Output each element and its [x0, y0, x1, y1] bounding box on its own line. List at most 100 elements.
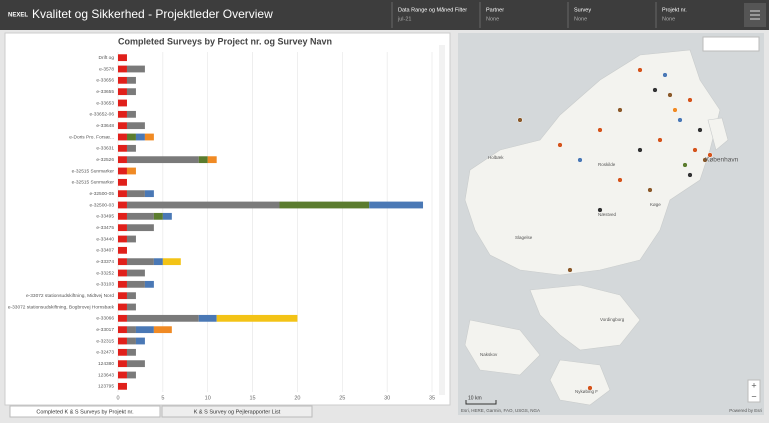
bar-segment[interactable]: [279, 202, 369, 209]
map-marker[interactable]: [638, 68, 643, 73]
bar-segment[interactable]: [127, 270, 145, 277]
bar-segment[interactable]: [127, 281, 145, 288]
map-marker[interactable]: [653, 88, 658, 93]
bar-segment[interactable]: [118, 77, 127, 84]
bar-segment[interactable]: [118, 326, 127, 333]
map-marker[interactable]: [688, 173, 693, 178]
map-marker[interactable]: [568, 268, 573, 273]
filter-value[interactable]: None: [662, 16, 675, 22]
bar-segment[interactable]: [118, 145, 127, 152]
map-marker[interactable]: [673, 108, 678, 113]
bar-segment[interactable]: [127, 156, 199, 163]
bar-segment[interactable]: [118, 168, 127, 175]
bar-segment[interactable]: [118, 247, 127, 254]
bar-segment[interactable]: [127, 134, 136, 141]
filter-label[interactable]: Projekt nr.: [662, 7, 687, 13]
map-marker[interactable]: [698, 128, 703, 133]
filter-label[interactable]: Survey: [574, 7, 591, 13]
map-marker[interactable]: [688, 98, 693, 103]
bar-segment[interactable]: [145, 134, 154, 141]
bar-segment[interactable]: [154, 213, 163, 220]
map-marker[interactable]: [558, 143, 563, 148]
map-toolbar[interactable]: [703, 37, 759, 51]
bar-segment[interactable]: [118, 202, 127, 209]
bar-segment[interactable]: [118, 224, 127, 231]
tab-label[interactable]: K & S Survey og Pejlerapporter List: [194, 409, 281, 415]
bar-segment[interactable]: [127, 88, 136, 95]
bar-segment[interactable]: [118, 315, 127, 322]
bar-segment[interactable]: [127, 236, 136, 243]
zoom-out[interactable]: −: [751, 391, 756, 401]
bar-segment[interactable]: [118, 349, 127, 356]
bar-segment[interactable]: [127, 111, 136, 118]
bar-segment[interactable]: [127, 360, 145, 367]
bar-segment[interactable]: [127, 349, 136, 356]
filter-label[interactable]: Data Range og Måned Filter: [398, 6, 467, 13]
map-marker[interactable]: [618, 108, 623, 113]
zoom-in[interactable]: +: [751, 380, 756, 390]
bar-segment[interactable]: [118, 258, 127, 265]
map-marker[interactable]: [663, 73, 668, 78]
bar-segment[interactable]: [369, 202, 423, 209]
bar-segment[interactable]: [118, 100, 127, 107]
bar-segment[interactable]: [127, 77, 136, 84]
bar-segment[interactable]: [118, 156, 127, 163]
bar-segment[interactable]: [118, 190, 127, 197]
map-marker[interactable]: [598, 128, 603, 133]
bar-segment[interactable]: [154, 326, 172, 333]
tab-label[interactable]: Completed K & S Surveys by Projekt nr.: [36, 409, 134, 415]
bar-segment[interactable]: [163, 258, 181, 265]
bar-segment[interactable]: [118, 372, 127, 379]
bar-segment[interactable]: [163, 213, 172, 220]
bar-segment[interactable]: [136, 326, 154, 333]
bar-segment[interactable]: [127, 326, 136, 333]
bar-segment[interactable]: [199, 315, 217, 322]
bar-segment[interactable]: [118, 179, 127, 186]
bar-segment[interactable]: [118, 122, 127, 129]
filter-value[interactable]: None: [574, 16, 587, 22]
map-marker[interactable]: [578, 158, 583, 163]
map-marker[interactable]: [658, 138, 663, 143]
bar-segment[interactable]: [118, 281, 127, 288]
bar-segment[interactable]: [127, 66, 145, 73]
map-marker[interactable]: [693, 148, 698, 153]
bar-segment[interactable]: [127, 338, 136, 345]
bar-segment[interactable]: [118, 88, 127, 95]
map-marker[interactable]: [648, 188, 653, 193]
bar-segment[interactable]: [118, 111, 127, 118]
bar-segment[interactable]: [154, 258, 163, 265]
bar-segment[interactable]: [118, 270, 127, 277]
bar-segment[interactable]: [127, 122, 145, 129]
filter-value[interactable]: None: [486, 16, 499, 22]
bar-segment[interactable]: [127, 213, 154, 220]
filter-label[interactable]: Partner: [486, 7, 504, 13]
bar-segment[interactable]: [145, 281, 154, 288]
bar-segment[interactable]: [127, 168, 136, 175]
bar-segment[interactable]: [208, 156, 217, 163]
bar-segment[interactable]: [217, 315, 298, 322]
map-marker[interactable]: [683, 163, 688, 168]
map-marker[interactable]: [678, 118, 683, 123]
bar-segment[interactable]: [118, 383, 127, 390]
bar-segment[interactable]: [118, 292, 127, 299]
bar-segment[interactable]: [118, 360, 127, 367]
bar-segment[interactable]: [127, 372, 136, 379]
scrollbar[interactable]: [439, 45, 445, 395]
bar-segment[interactable]: [127, 315, 199, 322]
filter-value[interactable]: jul-21: [397, 16, 411, 22]
bar-segment[interactable]: [127, 145, 136, 152]
bar-segment[interactable]: [127, 304, 136, 311]
bar-segment[interactable]: [118, 134, 127, 141]
bar-segment[interactable]: [127, 190, 145, 197]
bar-segment[interactable]: [199, 156, 208, 163]
bar-segment[interactable]: [127, 202, 280, 209]
bar-segment[interactable]: [136, 134, 145, 141]
map-marker[interactable]: [518, 118, 523, 123]
bar-segment[interactable]: [136, 338, 145, 345]
map-marker[interactable]: [638, 148, 643, 153]
bar-segment[interactable]: [118, 236, 127, 243]
bar-segment[interactable]: [127, 224, 154, 231]
bar-segment[interactable]: [118, 213, 127, 220]
bar-segment[interactable]: [118, 66, 127, 73]
bar-segment[interactable]: [118, 338, 127, 345]
